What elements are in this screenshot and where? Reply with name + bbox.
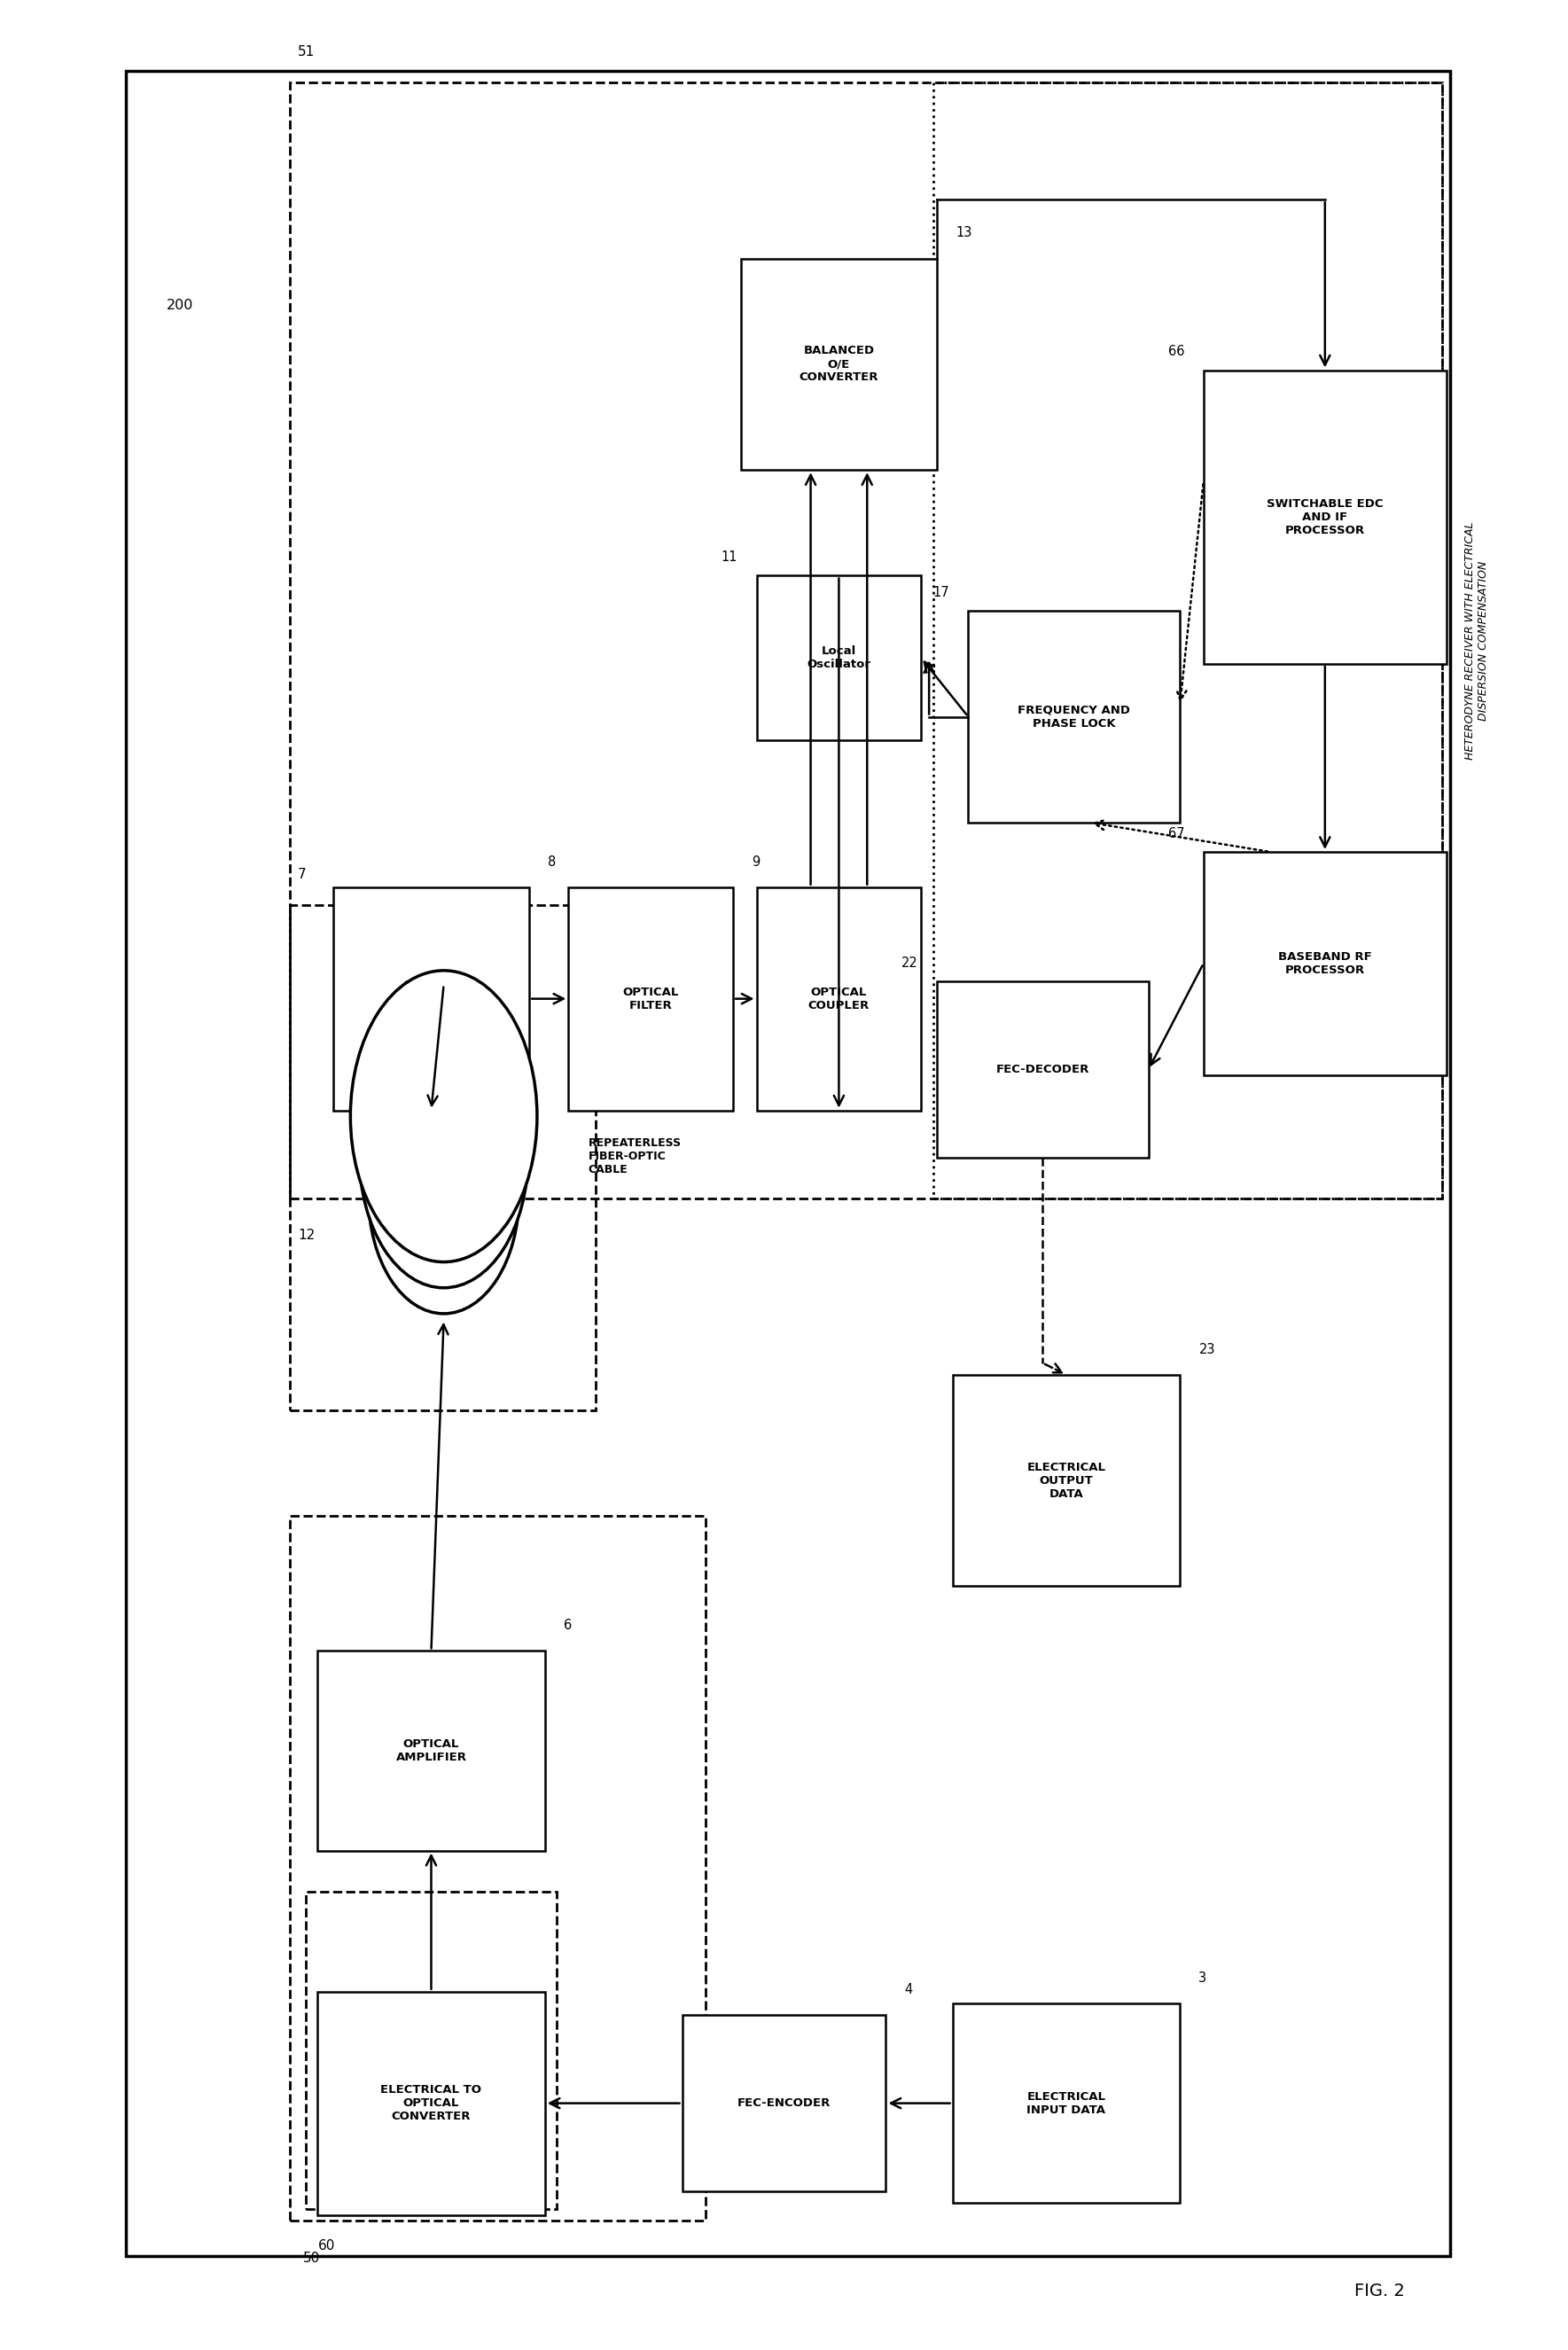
FancyBboxPatch shape (757, 576, 922, 740)
Text: FEC-DECODER: FEC-DECODER (996, 1065, 1090, 1074)
Text: FEC-ENCODER: FEC-ENCODER (737, 2099, 831, 2108)
Text: 11: 11 (721, 550, 739, 564)
Text: OPTICAL
PRE-
AMPLIFIER: OPTICAL PRE- AMPLIFIER (395, 980, 467, 1018)
Text: ELECTRICAL TO
OPTICAL
CONVERTER: ELECTRICAL TO OPTICAL CONVERTER (381, 2084, 481, 2122)
Ellipse shape (359, 1025, 528, 1288)
Text: 67: 67 (1168, 827, 1185, 841)
FancyBboxPatch shape (742, 258, 938, 470)
FancyBboxPatch shape (953, 2002, 1181, 2204)
Ellipse shape (368, 1079, 519, 1314)
Text: 6: 6 (564, 1619, 572, 1631)
Text: 9: 9 (753, 855, 760, 870)
Text: ELECTRICAL
INPUT DATA: ELECTRICAL INPUT DATA (1027, 2092, 1105, 2115)
Text: BASEBAND RF
PROCESSOR: BASEBAND RF PROCESSOR (1278, 952, 1372, 975)
Ellipse shape (350, 971, 538, 1262)
Text: FIG. 2: FIG. 2 (1355, 2282, 1405, 2301)
FancyBboxPatch shape (938, 982, 1148, 1156)
FancyBboxPatch shape (1204, 853, 1446, 1076)
Text: OPTICAL
AMPLIFIER: OPTICAL AMPLIFIER (395, 1739, 467, 1762)
Text: 200: 200 (166, 298, 194, 313)
Text: 8: 8 (549, 855, 557, 870)
Text: 12: 12 (298, 1229, 315, 1243)
Text: 7: 7 (298, 867, 306, 881)
Text: 3: 3 (1200, 1972, 1207, 1983)
Text: OPTICAL
FILTER: OPTICAL FILTER (622, 987, 679, 1010)
FancyBboxPatch shape (318, 1993, 546, 2214)
FancyBboxPatch shape (682, 2014, 886, 2190)
Text: 66: 66 (1168, 345, 1185, 357)
FancyBboxPatch shape (969, 611, 1181, 822)
Text: 51: 51 (298, 45, 315, 59)
Text: SWITCHABLE EDC
AND IF
PROCESSOR: SWITCHABLE EDC AND IF PROCESSOR (1267, 498, 1383, 536)
FancyBboxPatch shape (953, 1375, 1181, 1586)
Text: 13: 13 (956, 226, 972, 240)
Text: 4: 4 (905, 1983, 913, 1998)
Text: Local
Oscillator: Local Oscillator (808, 646, 870, 670)
Text: ELECTRICAL
OUTPUT
DATA: ELECTRICAL OUTPUT DATA (1027, 1462, 1105, 1499)
Text: REPEATERLESS
FIBER-OPTIC
CABLE: REPEATERLESS FIBER-OPTIC CABLE (588, 1137, 681, 1175)
Text: OPTICAL
COUPLER: OPTICAL COUPLER (808, 987, 870, 1010)
FancyBboxPatch shape (125, 70, 1450, 2256)
Text: 17: 17 (933, 585, 950, 599)
Text: 22: 22 (902, 956, 919, 968)
FancyBboxPatch shape (318, 1650, 546, 1852)
Text: 60: 60 (318, 2240, 336, 2254)
Text: BALANCED
O/E
CONVERTER: BALANCED O/E CONVERTER (800, 345, 878, 383)
Text: HETERODYNE RECEIVER WITH ELECTRICAL
DISPERSION COMPENSATION: HETERODYNE RECEIVER WITH ELECTRICAL DISP… (1465, 522, 1490, 759)
Text: 50: 50 (303, 2251, 320, 2265)
Text: FREQUENCY AND
PHASE LOCK: FREQUENCY AND PHASE LOCK (1018, 705, 1131, 728)
FancyBboxPatch shape (334, 888, 530, 1112)
Text: 23: 23 (1200, 1342, 1215, 1356)
FancyBboxPatch shape (1204, 369, 1446, 663)
FancyBboxPatch shape (757, 888, 922, 1112)
FancyBboxPatch shape (568, 888, 732, 1112)
